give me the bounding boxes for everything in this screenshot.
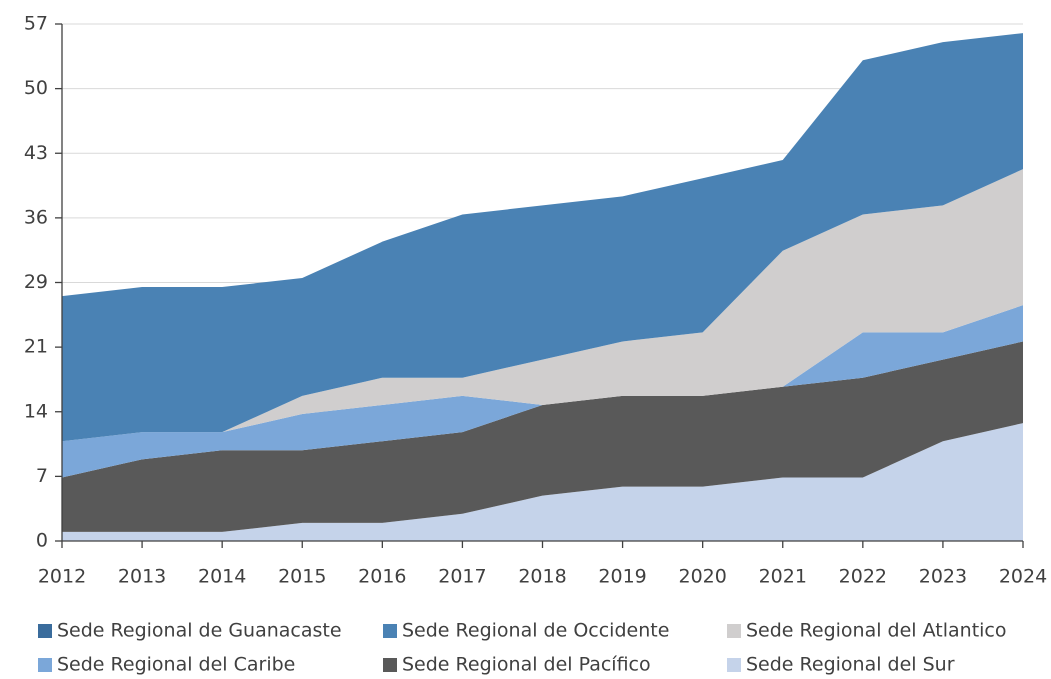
legend-swatch bbox=[38, 624, 52, 638]
x-tick-label: 2020 bbox=[678, 566, 726, 588]
x-tick-label: 2021 bbox=[759, 566, 807, 588]
legend-label: Sede Regional del Pacífico bbox=[402, 654, 651, 676]
area bbox=[62, 305, 1023, 478]
area bbox=[62, 33, 1023, 442]
x-tick-label: 2015 bbox=[278, 566, 326, 588]
legend-swatch bbox=[727, 658, 741, 672]
y-tick-label: 14 bbox=[24, 400, 48, 422]
x-tick-label: 2014 bbox=[198, 566, 246, 588]
y-tick-label: 29 bbox=[24, 271, 48, 293]
area bbox=[62, 169, 1023, 442]
x-tick-label: 2023 bbox=[919, 566, 967, 588]
legend-label: Sede Regional de Guanacaste bbox=[57, 620, 342, 642]
legend-swatch bbox=[383, 658, 397, 672]
x-tick-label: 2018 bbox=[518, 566, 566, 588]
x-tick-label: 2019 bbox=[598, 566, 646, 588]
legend-swatch bbox=[38, 658, 52, 672]
legend-label: Sede Regional del Sur bbox=[746, 654, 955, 676]
legend-swatch bbox=[383, 624, 397, 638]
legend-label: Sede Regional del Atlantico bbox=[746, 620, 1007, 642]
y-tick-label: 21 bbox=[24, 336, 48, 358]
area bbox=[62, 341, 1023, 532]
x-tick-label: 2012 bbox=[38, 566, 86, 588]
y-tick-label: 43 bbox=[24, 142, 48, 164]
x-tick-label: 2024 bbox=[999, 566, 1047, 588]
x-tick-label: 2022 bbox=[839, 566, 887, 588]
y-tick-label: 57 bbox=[24, 13, 48, 35]
x-tick-label: 2013 bbox=[118, 566, 166, 588]
y-tick-label: 50 bbox=[24, 77, 48, 99]
x-tick-label: 2017 bbox=[438, 566, 486, 588]
x-tick-label: 2016 bbox=[358, 566, 406, 588]
y-tick-label: 7 bbox=[36, 465, 48, 487]
legend-label: Sede Regional del Caribe bbox=[57, 654, 295, 676]
y-tick-label: 36 bbox=[24, 206, 48, 228]
legend-swatch bbox=[727, 624, 741, 638]
legend-label: Sede Regional de Occidente bbox=[402, 620, 669, 642]
y-tick-label: 0 bbox=[36, 530, 48, 552]
area bbox=[62, 423, 1023, 541]
